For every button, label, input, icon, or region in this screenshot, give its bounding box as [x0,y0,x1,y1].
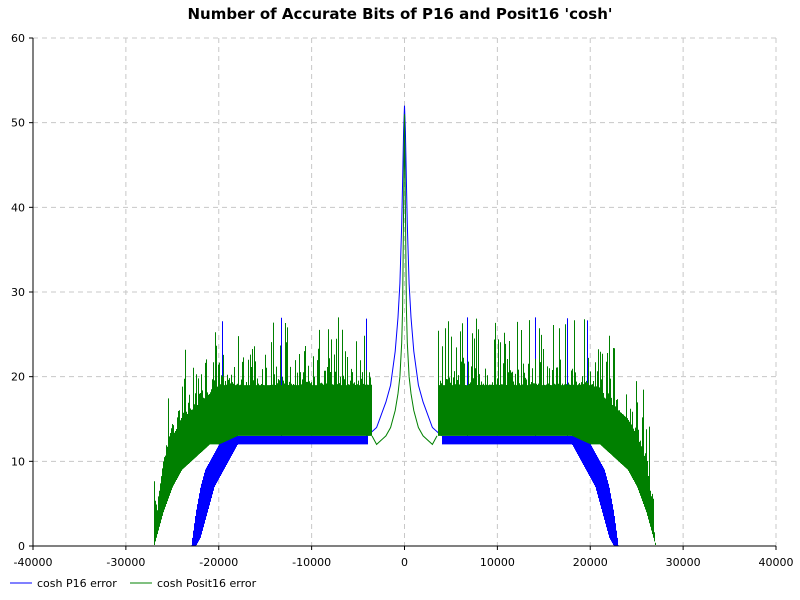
tick-labels: -40000 -30000 -20000 -10000 0 10000 20000 30000… [11,32,794,569]
series-peak-line [367,105,443,437]
series-peak-line [371,114,438,446]
x-tick-label: -20000 [199,556,238,569]
y-tick-label: 40 [11,201,25,214]
y-tick-label: 30 [11,286,25,299]
legend-label-posit16: cosh Posit16 error [157,577,257,590]
x-tick-label: 30000 [666,556,701,569]
y-tick-label: 20 [11,371,25,384]
x-tick-label: 40000 [759,556,794,569]
y-tick-label: 50 [11,117,25,130]
y-tick-label: 0 [18,540,25,553]
x-tick-label: 0 [401,556,408,569]
chart-title: Number of Accurate Bits of P16 and Posit… [187,5,612,23]
y-tick-label: 60 [11,32,25,45]
x-tick-label: 20000 [573,556,608,569]
y-tick-label: 10 [11,455,25,468]
x-tick-label: -40000 [14,556,53,569]
x-tick-label: -10000 [292,556,331,569]
x-tick-label: -30000 [106,556,145,569]
legend: cosh P16 error cosh Posit16 error [10,577,257,590]
legend-label-p16: cosh P16 error [37,577,117,590]
x-tick-label: 10000 [480,556,515,569]
series-posit16 [154,114,656,545]
series-band [154,317,656,545]
